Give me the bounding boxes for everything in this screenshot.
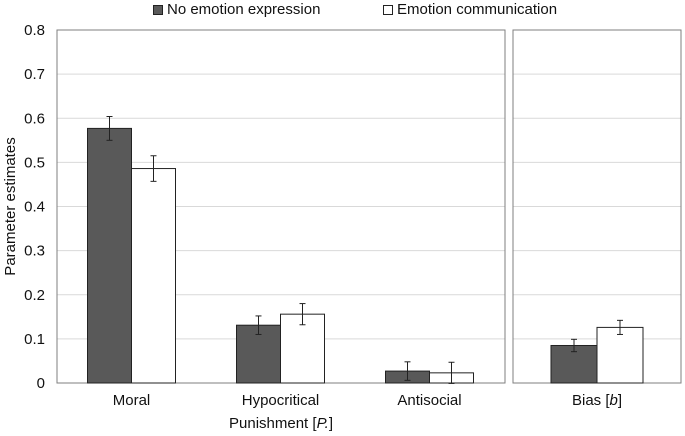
legend-swatch-white xyxy=(383,4,393,15)
y-tick-label: 0.7 xyxy=(24,66,45,83)
y-tick-label: 0 xyxy=(37,375,45,392)
y-axis-label: Parameter estimates xyxy=(2,137,19,275)
x-tick-label: Moral xyxy=(113,392,151,409)
bar-emotion-communication xyxy=(131,168,176,384)
bar-emotion-communication xyxy=(596,326,644,384)
bar-emotion-communication xyxy=(280,313,325,384)
y-tick-label: 0.5 xyxy=(24,154,45,171)
x-axis-label: Bias [b] xyxy=(572,392,622,409)
legend-swatch-dark xyxy=(153,4,163,15)
y-tick-label: 0.3 xyxy=(24,243,45,260)
legend-item-no-emotion-expression: No emotion expression xyxy=(153,1,320,18)
legend-label: No emotion expression xyxy=(167,1,321,18)
legend-item-emotion-communication: Emotion communication xyxy=(383,1,557,18)
y-tick-label: 0.2 xyxy=(24,287,45,304)
bar-no-emotion-expression xyxy=(87,127,132,384)
y-tick-label: 0.6 xyxy=(24,110,45,127)
x-tick-label: Hypocritical xyxy=(242,392,320,409)
y-tick-label: 0.1 xyxy=(24,331,45,348)
y-tick-label: 0.8 xyxy=(24,22,45,39)
x-tick-label: Antisocial xyxy=(397,392,461,409)
legend: No emotion expression Emotion communicat… xyxy=(0,0,685,22)
x-axis-label: Punishment [P.] xyxy=(229,415,333,432)
y-tick-label: 0.4 xyxy=(24,199,45,216)
legend-label: Emotion communication xyxy=(397,1,558,18)
